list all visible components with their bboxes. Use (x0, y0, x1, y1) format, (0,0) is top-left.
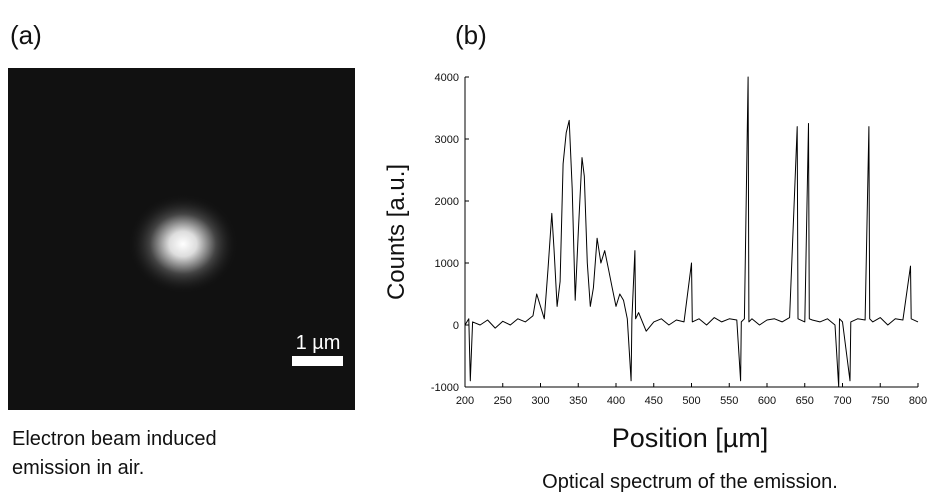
caption: Electron beam induced (12, 428, 217, 450)
scale-bar (292, 356, 343, 366)
emission-spot (128, 194, 238, 294)
scale-bar-label: 1 µm (296, 332, 341, 354)
y-tick-label: 4000 (435, 72, 459, 84)
x-tick-label: 200 (456, 395, 474, 407)
panel-label: (a) (10, 20, 42, 50)
caption: Optical spectrum of the emission. (542, 471, 838, 493)
x-tick-label: 300 (531, 395, 549, 407)
x-tick-label: 250 (494, 395, 512, 407)
y-tick-label: 2000 (435, 196, 459, 208)
y-axis-label: Counts [a.u.] (383, 164, 410, 300)
panel-label: (b) (455, 20, 487, 50)
x-axis-label: Position [µm] (612, 423, 769, 453)
x-tick-label: 700 (833, 395, 851, 407)
x-tick-label: 750 (871, 395, 889, 407)
x-tick-label: 350 (569, 395, 587, 407)
x-tick-label: 650 (796, 395, 814, 407)
spectrum-line (464, 76, 919, 388)
x-tick-label: 400 (607, 395, 625, 407)
x-tick-label: 600 (758, 395, 776, 407)
caption: emission in air. (12, 457, 144, 479)
x-tick-label: 500 (682, 395, 700, 407)
y-tick-label: 1000 (435, 258, 459, 270)
x-tick-label: 450 (645, 395, 663, 407)
plot: -1000 0 1000 2000 3000 4000 200 250 300 350 400 450… (431, 72, 927, 407)
y-tick-label: 3000 (435, 134, 459, 146)
y-tick-label: -1000 (431, 382, 459, 394)
y-tick-label: 0 (453, 320, 459, 332)
x-tick-label: 800 (909, 395, 927, 407)
x-tick-label: 550 (720, 395, 738, 407)
